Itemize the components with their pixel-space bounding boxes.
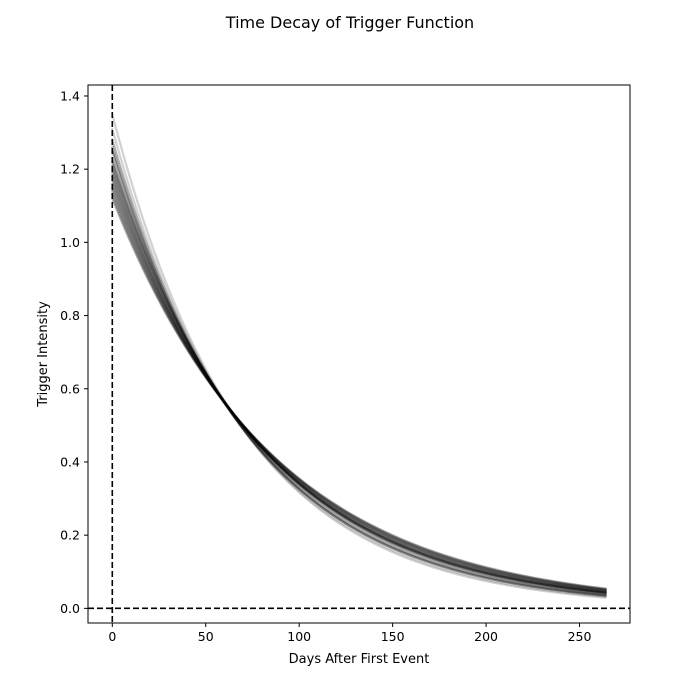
y-axis-ticks: 0.0 0.2 0.4 0.6 0.8 1.0 1.2 1.4: [60, 88, 88, 616]
series-line: [111, 127, 607, 598]
series-line: [111, 175, 607, 593]
series-line: [111, 168, 607, 594]
x-tick-label: 200: [474, 629, 498, 644]
series-line: [111, 160, 607, 595]
series-line: [111, 113, 607, 599]
series-layer: [111, 113, 607, 599]
x-tick-label: 150: [381, 629, 405, 644]
series-line: [111, 171, 607, 594]
series-line: [111, 193, 607, 591]
x-tick-label: 50: [198, 629, 214, 644]
x-tick-label: 250: [568, 629, 592, 644]
y-tick-label: 1.4: [60, 88, 80, 103]
plot-area: [88, 85, 630, 623]
x-tick-label: 0: [108, 629, 116, 644]
y-axis-label: Trigger Intensity: [36, 301, 51, 408]
series-line: [111, 149, 607, 596]
series-line: [111, 190, 607, 591]
x-tick-label: 100: [287, 629, 311, 644]
y-tick-label: 0.0: [60, 601, 80, 616]
y-tick-label: 0.6: [60, 381, 80, 396]
series-line: [111, 197, 607, 590]
x-axis-ticks: 0 50 100 150 200 250: [108, 623, 592, 644]
reference-lines: [88, 85, 630, 623]
y-tick-label: 0.2: [60, 528, 80, 543]
series-line: [111, 138, 607, 597]
series-line: [111, 146, 607, 597]
series-line: [111, 186, 607, 592]
series-line: [111, 164, 607, 594]
y-tick-label: 0.4: [60, 454, 80, 469]
series-line: [111, 182, 607, 592]
y-tick-label: 1.2: [60, 162, 80, 177]
x-axis-label: Days After First Event: [289, 652, 430, 667]
plot-frame: [87, 84, 631, 624]
series-line: [111, 157, 607, 595]
y-tick-label: 1.0: [60, 235, 80, 250]
y-tick-label: 0.8: [60, 308, 80, 323]
chart-title: Time Decay of Trigger Function: [225, 13, 474, 32]
series-line: [111, 179, 607, 593]
